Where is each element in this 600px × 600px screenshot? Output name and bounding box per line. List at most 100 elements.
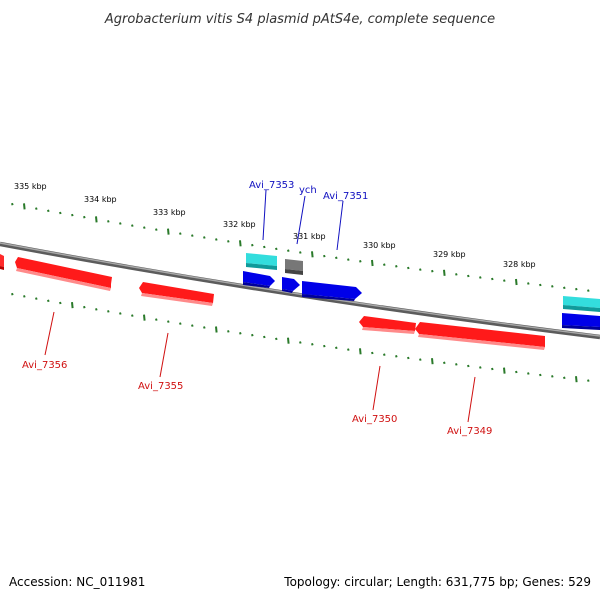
minor-tick [479, 366, 482, 369]
minor-tick [419, 268, 422, 271]
minor-tick [299, 251, 302, 254]
major-tick [443, 269, 446, 276]
rna-feature-right-edge[interactable] [563, 296, 600, 312]
minor-tick [59, 211, 62, 215]
accession-text: Accession: NC_011981 [9, 575, 145, 589]
minor-tick [155, 318, 158, 321]
kbp-label-335: 335 kbp [14, 182, 47, 191]
minor-tick [455, 363, 458, 366]
minor-tick [35, 207, 38, 210]
minor-tick [191, 324, 194, 327]
minor-tick [491, 277, 494, 281]
kbp-label-332: 332 kbp [223, 220, 256, 229]
minor-tick [551, 285, 554, 288]
gene-avi-7356-feature[interactable] [15, 257, 112, 291]
gene-label-avi-7351[interactable]: Avi_7351 [323, 191, 368, 202]
minor-tick [467, 364, 470, 368]
minor-tick [167, 320, 170, 323]
gene-avi-7351-feature[interactable] [302, 281, 362, 301]
gene-ych-feature[interactable] [282, 277, 300, 293]
minor-tick [383, 353, 386, 356]
forward-label-leaders [262, 189, 344, 251]
minor-tick [539, 283, 542, 287]
gene-avi-7350-feature[interactable] [359, 316, 416, 334]
gene-label-avi-7356[interactable]: Avi_7356 [22, 360, 67, 371]
gene-labels: Avi_7353 ych Avi_7351 Avi_7356 Avi_7355 … [22, 180, 492, 437]
minor-tick [587, 289, 590, 292]
kbp-label-328: 328 kbp [503, 260, 536, 269]
minor-tick [527, 372, 530, 375]
minor-tick [47, 209, 50, 213]
minor-tick [83, 215, 86, 219]
gene-right-edge-forward-feature[interactable] [562, 313, 600, 330]
gene-avi-7356-end-feature[interactable] [0, 254, 4, 270]
minor-tick [11, 202, 14, 206]
major-tick [239, 240, 242, 247]
reverse-genes [0, 254, 545, 350]
kbp-label-331: 331 kbp [293, 232, 326, 241]
minor-tick [563, 286, 566, 290]
minor-tick [491, 367, 494, 371]
gene-label-avi-7350[interactable]: Avi_7350 [352, 414, 397, 425]
gene-label-avi-7353[interactable]: Avi_7353 [249, 180, 294, 191]
minor-tick [191, 234, 194, 237]
rna-feature-near-avi-7353[interactable] [246, 253, 277, 270]
gene-label-avi-7349[interactable]: Avi_7349 [447, 426, 492, 437]
minor-tick [143, 226, 146, 229]
minor-tick [335, 346, 338, 350]
minor-tick [131, 224, 134, 227]
gene-avi-7353-feature[interactable] [243, 271, 275, 288]
minor-tick [431, 269, 434, 273]
minor-tick [503, 279, 506, 282]
major-tick [23, 203, 26, 210]
forward-genes [243, 271, 600, 330]
dna-backbone [0, 241, 600, 340]
minor-tick [119, 222, 122, 225]
minor-tick [239, 332, 242, 335]
minor-tick [347, 348, 350, 351]
gene-label-avi-7355[interactable]: Avi_7355 [138, 381, 183, 392]
minor-tick [359, 260, 362, 263]
major-tick [503, 367, 506, 374]
map-title: Agrobacterium vitis S4 plasmid pAtS4e, c… [104, 12, 495, 27]
minor-tick [323, 254, 326, 258]
minor-tick [179, 232, 182, 235]
major-tick [287, 337, 290, 344]
other-feature-ych[interactable] [285, 259, 303, 275]
major-tick [215, 326, 218, 333]
rna-features [246, 253, 600, 312]
minor-tick [407, 266, 410, 270]
minor-tick [407, 356, 410, 360]
minor-tick [347, 258, 350, 261]
minor-tick [443, 361, 446, 365]
minor-tick [527, 282, 530, 285]
minor-tick [275, 247, 278, 251]
gene-avi-7355-feature[interactable] [139, 282, 214, 306]
minor-tick [551, 375, 554, 378]
gene-label-ych[interactable]: ych [299, 185, 317, 196]
minor-tick [131, 314, 134, 317]
minor-tick [455, 273, 458, 276]
minor-tick [251, 333, 254, 337]
minor-tick [263, 245, 266, 249]
kbp-label-334: 334 kbp [84, 195, 117, 204]
minor-tick [203, 326, 206, 329]
minor-tick [83, 305, 86, 309]
kbp-label-329: 329 kbp [433, 250, 466, 259]
minor-tick [215, 238, 218, 241]
minor-tick [299, 341, 302, 344]
sequence-summary-text: Topology: circular; Length: 631,775 bp; … [283, 575, 591, 589]
gene-avi-7349-feature[interactable] [415, 322, 545, 350]
kbp-label-330: 330 kbp [363, 241, 396, 250]
minor-tick [35, 297, 38, 300]
scale-ticks-lower [11, 292, 590, 383]
minor-tick [203, 236, 206, 239]
minor-tick [59, 301, 62, 305]
minor-tick [371, 351, 374, 355]
minor-tick [263, 335, 266, 339]
minor-tick [563, 376, 566, 380]
major-tick [143, 314, 146, 321]
minor-tick [419, 358, 422, 361]
minor-tick [395, 265, 398, 268]
minor-tick [323, 344, 326, 348]
